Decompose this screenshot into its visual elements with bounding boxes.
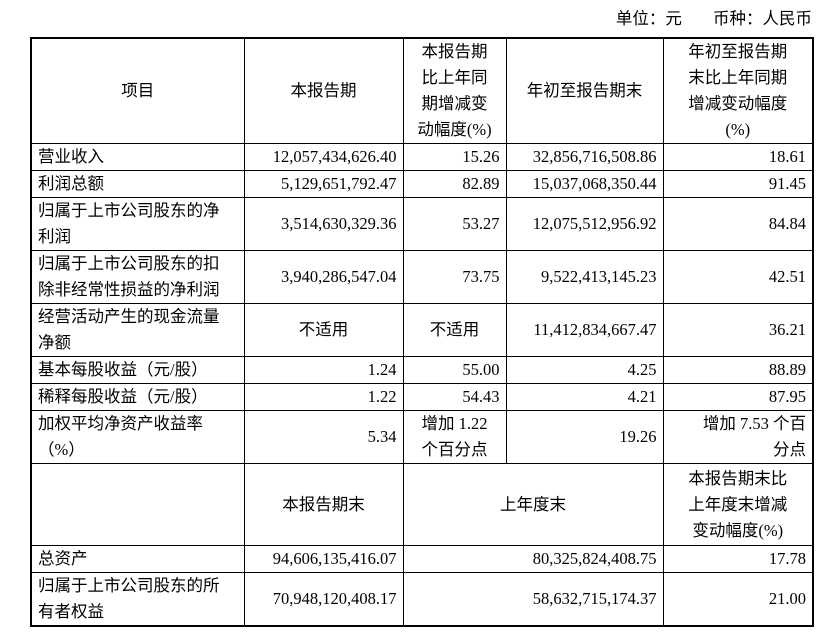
cell-prior-year-end: 80,325,824,408.75 <box>402 545 664 573</box>
cell-ytd-change: 88.89 <box>662 356 814 384</box>
table-row-total-assets: 总资产 94,606,135,416.07 80,325,824,408.75 … <box>30 545 814 573</box>
cell-ytd-change: 91.45 <box>662 170 814 198</box>
cell-change: 82.89 <box>402 170 507 198</box>
row-label: 归属于上市公司股东的净 利润 <box>30 197 245 251</box>
table-row-net-profit: 归属于上市公司股东的净 利润 3,514,630,329.36 53.27 12… <box>30 197 814 251</box>
row-label: 基本每股收益（元/股） <box>30 356 245 384</box>
cell-ytd-change: 42.51 <box>662 250 814 304</box>
cell-change: 21.00 <box>662 572 814 627</box>
col-header-item: 项目 <box>30 37 245 144</box>
table-row-owners-equity: 归属于上市公司股东的所 有者权益 70,948,120,408.17 58,63… <box>30 572 814 627</box>
cell-ytd-change: 84.84 <box>662 197 814 251</box>
col-header-period-end-change: 本报告期末比 上年度末增减 变动幅度(%) <box>662 463 814 546</box>
table-row-basic-eps: 基本每股收益（元/股） 1.24 55.00 4.25 88.89 <box>30 356 814 384</box>
cell-current: 5,129,651,792.47 <box>243 170 404 198</box>
col-header-qoq-change: 本报告期 比上年同 期增减变 动幅度(%) <box>402 37 507 144</box>
row-label: 营业收入 <box>30 143 245 171</box>
table-row-diluted-eps: 稀释每股收益（元/股） 1.22 54.43 4.21 87.95 <box>30 383 814 411</box>
quarterly-financials-table: 项目 本报告期 本报告期 比上年同 期增减变 动幅度(%) 年初至报告期末 年初… <box>30 37 814 627</box>
table-row-revenue: 营业收入 12,057,434,626.40 15.26 32,856,716,… <box>30 143 814 171</box>
col-header-blank <box>30 463 245 546</box>
cell-ytd-change: 增加 7.53 个百 分点 <box>662 410 814 464</box>
unit-label: 单位：元 <box>615 9 682 28</box>
table-row-total-profit: 利润总额 5,129,651,792.47 82.89 15,037,068,3… <box>30 170 814 198</box>
col-header-current-period: 本报告期 <box>243 37 404 144</box>
row-label: 归属于上市公司股东的所 有者权益 <box>30 572 245 627</box>
section1-header-row: 项目 本报告期 本报告期 比上年同 期增减变 动幅度(%) 年初至报告期末 年初… <box>30 37 814 144</box>
table-row-weighted-avg-roe: 加权平均净资产收益率 （%） 5.34 增加 1.22 个百分点 19.26 增… <box>30 410 814 464</box>
cell-ytd: 4.25 <box>505 356 664 384</box>
cell-change: 17.78 <box>662 545 814 573</box>
col-header-ytd-change: 年初至报告期 末比上年同期 增减变动幅度 (%) <box>662 37 814 144</box>
col-header-period-end: 本报告期末 <box>243 463 404 546</box>
currency-label: 币种：人民币 <box>713 9 812 28</box>
cell-ytd-change: 87.95 <box>662 383 814 411</box>
cell-change: 不适用 <box>402 303 507 357</box>
col-header-ytd: 年初至报告期末 <box>505 37 664 144</box>
col-header-prior-year-end: 上年度末 <box>402 463 664 546</box>
cell-ytd: 4.21 <box>505 383 664 411</box>
cell-current: 1.24 <box>243 356 404 384</box>
row-label: 总资产 <box>30 545 245 573</box>
cell-ytd: 12,075,512,956.92 <box>505 197 664 251</box>
row-label: 经营活动产生的现金流量 净额 <box>30 303 245 357</box>
cell-change: 73.75 <box>402 250 507 304</box>
cell-period-end: 70,948,120,408.17 <box>243 572 404 627</box>
cell-change: 15.26 <box>402 143 507 171</box>
cell-ytd: 32,856,716,508.86 <box>505 143 664 171</box>
table-row-operating-cash-flow: 经营活动产生的现金流量 净额 不适用 不适用 11,412,834,667.47… <box>30 303 814 357</box>
cell-ytd: 19.26 <box>505 410 664 464</box>
cell-change: 55.00 <box>402 356 507 384</box>
cell-change: 53.27 <box>402 197 507 251</box>
cell-period-end: 94,606,135,416.07 <box>243 545 404 573</box>
table-row-net-profit-excl-nonrecurring: 归属于上市公司股东的扣 除非经常性损益的净利润 3,940,286,547.04… <box>30 250 814 304</box>
row-label: 利润总额 <box>30 170 245 198</box>
unit-currency-line: 单位：元 币种：人民币 <box>30 5 812 29</box>
cell-current: 不适用 <box>243 303 404 357</box>
cell-current: 5.34 <box>243 410 404 464</box>
cell-prior-year-end: 58,632,715,174.37 <box>402 572 664 627</box>
cell-current: 3,514,630,329.36 <box>243 197 404 251</box>
cell-ytd-change: 36.21 <box>662 303 814 357</box>
cell-ytd: 9,522,413,145.23 <box>505 250 664 304</box>
row-label: 加权平均净资产收益率 （%） <box>30 410 245 464</box>
cell-ytd: 15,037,068,350.44 <box>505 170 664 198</box>
section2-header-row: 本报告期末 上年度末 本报告期末比 上年度末增减 变动幅度(%) <box>30 463 814 546</box>
row-label: 稀释每股收益（元/股） <box>30 383 245 411</box>
cell-ytd-change: 18.61 <box>662 143 814 171</box>
cell-change: 增加 1.22 个百分点 <box>402 410 507 464</box>
cell-current: 3,940,286,547.04 <box>243 250 404 304</box>
row-label: 归属于上市公司股东的扣 除非经常性损益的净利润 <box>30 250 245 304</box>
cell-ytd: 11,412,834,667.47 <box>505 303 664 357</box>
cell-current: 12,057,434,626.40 <box>243 143 404 171</box>
cell-change: 54.43 <box>402 383 507 411</box>
cell-current: 1.22 <box>243 383 404 411</box>
